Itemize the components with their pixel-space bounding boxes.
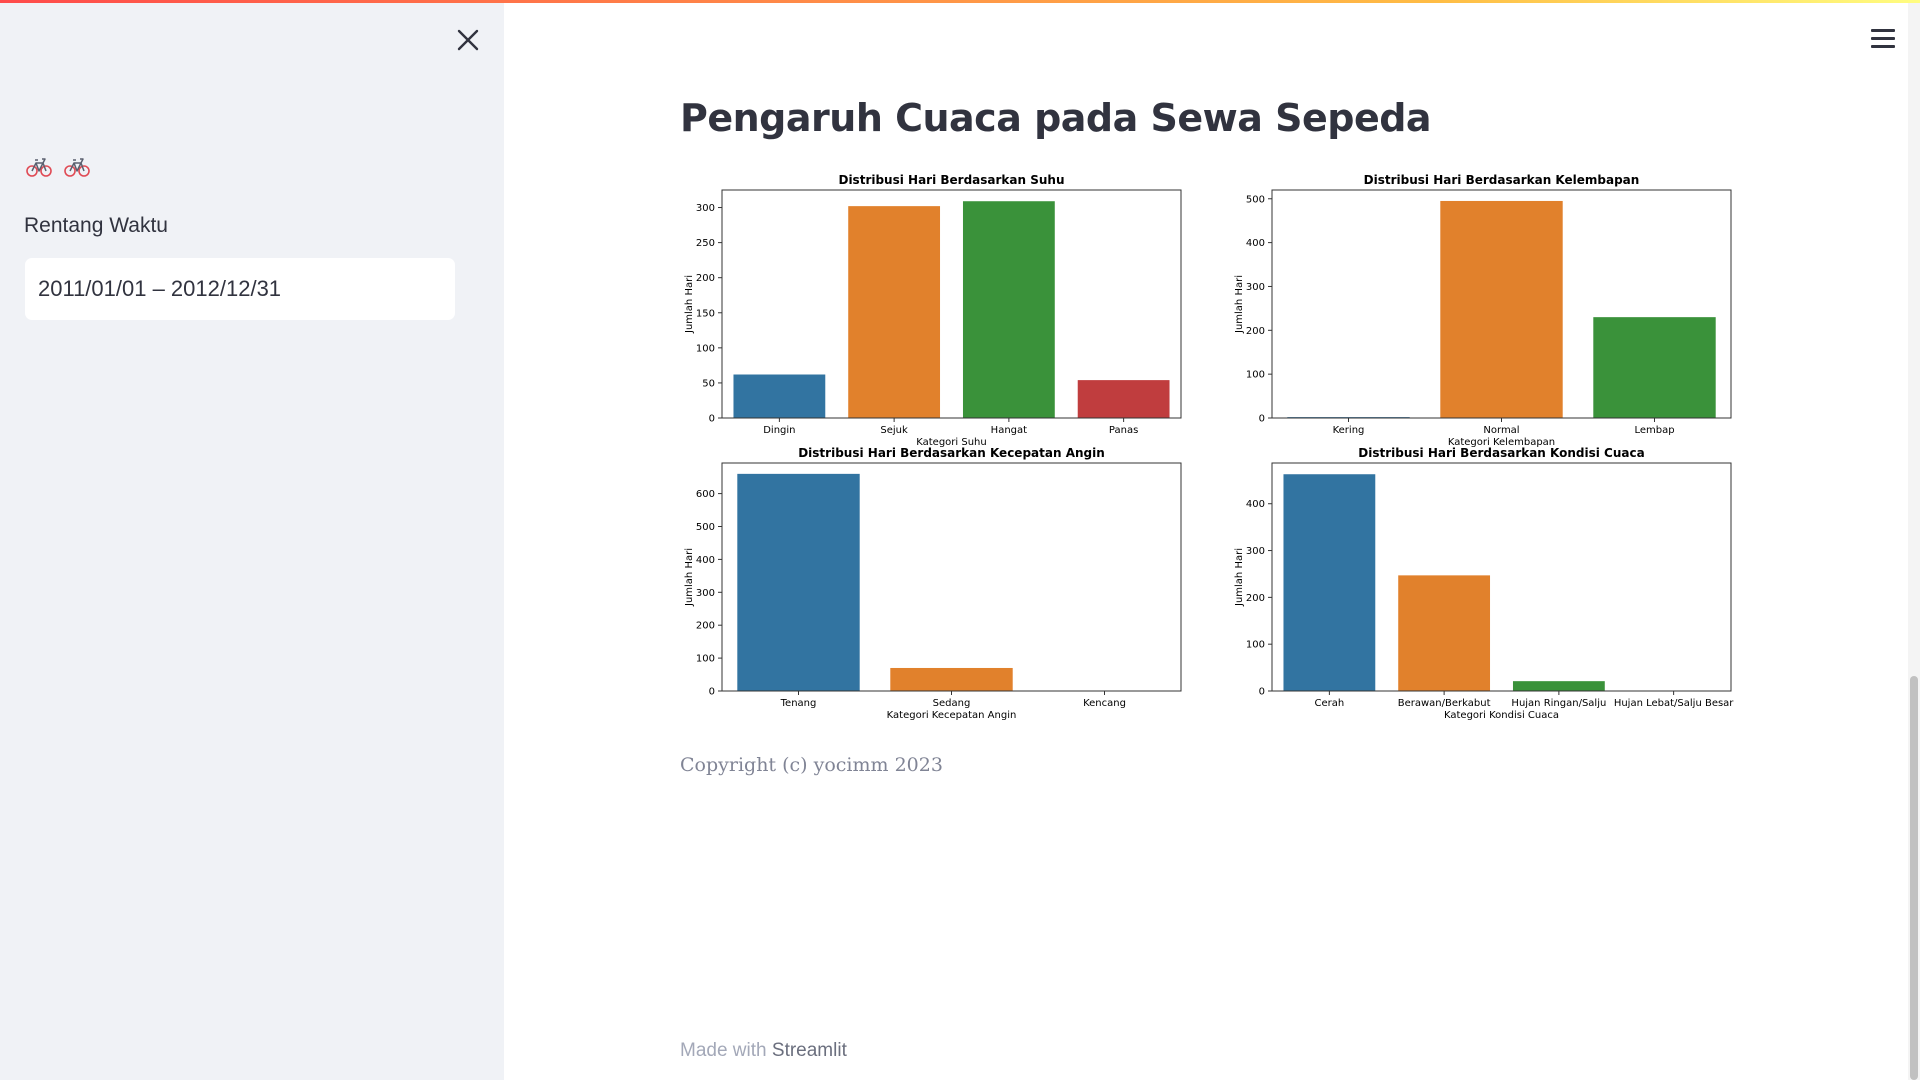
x-tick-label: Cerah bbox=[1315, 698, 1345, 709]
bar-tenang bbox=[737, 473, 860, 691]
y-tick-label: 0 bbox=[709, 687, 715, 698]
y-axis-label: Jumlah Hari bbox=[684, 548, 695, 607]
y-tick-label: 200 bbox=[696, 621, 715, 632]
y-tick-label: 100 bbox=[696, 654, 715, 665]
y-tick-label: 300 bbox=[696, 588, 715, 599]
x-tick-label: Hangat bbox=[991, 425, 1027, 436]
x-axis-label: Kategori Kecepatan Angin bbox=[887, 710, 1017, 721]
chart-frame bbox=[1271, 462, 1732, 692]
bar-hujan-ringan-salju bbox=[1512, 681, 1605, 691]
x-tick-label: Kering bbox=[1333, 425, 1365, 436]
x-tick-label: Lembap bbox=[1634, 425, 1674, 436]
bar-lembap bbox=[1593, 317, 1716, 418]
bicycle-icon bbox=[26, 158, 52, 177]
y-tick-label: 200 bbox=[696, 273, 715, 284]
y-tick-label: 0 bbox=[709, 414, 715, 425]
bar-normal bbox=[1440, 200, 1563, 418]
y-tick-label: 250 bbox=[696, 238, 715, 249]
y-tick-label: 100 bbox=[1246, 640, 1265, 651]
bar-hangat bbox=[962, 201, 1055, 418]
hamburger-icon bbox=[1871, 29, 1895, 32]
x-tick-label: Sedang bbox=[933, 698, 971, 709]
x-axis-label: Kategori Suhu bbox=[916, 437, 986, 448]
y-axis-label: Jumlah Hari bbox=[1234, 548, 1245, 607]
page-title: Pengaruh Cuaca pada Sewa Sepeda bbox=[680, 96, 1432, 140]
bar-sejuk bbox=[848, 206, 941, 418]
footer: Made with Streamlit bbox=[680, 1040, 847, 1062]
y-tick-label: 400 bbox=[696, 555, 715, 566]
sidebar-logo bbox=[26, 156, 90, 182]
y-tick-label: 300 bbox=[1246, 282, 1265, 293]
y-tick-label: 200 bbox=[1246, 326, 1265, 337]
bicycle-icon bbox=[64, 158, 90, 177]
top-decoration-bar bbox=[0, 0, 1920, 3]
copyright-text: Copyright (c) yocimm 2023 bbox=[680, 754, 943, 776]
y-tick-label: 100 bbox=[1246, 370, 1265, 381]
sidebar: Rentang Waktu 2011/01/01 – 2012/12/31 bbox=[0, 0, 504, 1080]
y-tick-label: 500 bbox=[696, 522, 715, 533]
y-tick-label: 200 bbox=[1246, 593, 1265, 604]
y-tick-label: 0 bbox=[1259, 687, 1265, 698]
x-axis-label: Kategori Kondisi Cuaca bbox=[1444, 710, 1559, 721]
y-tick-label: 150 bbox=[696, 308, 715, 319]
x-tick-label: Panas bbox=[1109, 425, 1138, 436]
y-tick-label: 50 bbox=[702, 378, 715, 389]
streamlit-link[interactable]: Streamlit bbox=[771, 1040, 847, 1061]
close-sidebar-button[interactable] bbox=[452, 24, 484, 56]
chart-title: Distribusi Hari Berdasarkan Kondisi Cuac… bbox=[1358, 446, 1644, 460]
y-tick-label: 600 bbox=[696, 489, 715, 500]
x-tick-label: Berawan/Berkabut bbox=[1398, 698, 1491, 709]
date-range-value: 2011/01/01 – 2012/12/31 bbox=[38, 276, 282, 301]
main-menu-button[interactable] bbox=[1868, 24, 1900, 54]
chart-title: Distribusi Hari Berdasarkan Suhu bbox=[838, 173, 1064, 187]
bar-berawan-berkabut bbox=[1398, 575, 1491, 691]
bar-sedang bbox=[890, 667, 1013, 691]
date-range-label: Rentang Waktu bbox=[24, 214, 168, 237]
y-tick-label: 300 bbox=[1246, 546, 1265, 557]
y-tick-label: 100 bbox=[696, 343, 715, 354]
scrollbar-thumb[interactable] bbox=[1910, 676, 1918, 1080]
chart-title: Distribusi Hari Berdasarkan Kecepatan An… bbox=[798, 446, 1105, 460]
x-tick-label: Kencang bbox=[1083, 698, 1126, 709]
y-tick-label: 0 bbox=[1259, 414, 1265, 425]
x-tick-label: Dingin bbox=[763, 425, 795, 436]
y-axis-label: Jumlah Hari bbox=[1234, 275, 1245, 334]
close-icon bbox=[457, 29, 479, 51]
bar-cerah bbox=[1283, 474, 1376, 691]
bar-panas bbox=[1077, 380, 1170, 418]
x-tick-label: Hujan Lebat/Salju Besar bbox=[1614, 698, 1734, 709]
footer-made-with: Made with bbox=[680, 1040, 767, 1061]
chart-frame bbox=[721, 189, 1182, 419]
y-axis-label: Jumlah Hari bbox=[684, 275, 695, 334]
y-tick-label: 400 bbox=[1246, 499, 1265, 510]
x-tick-label: Sejuk bbox=[880, 425, 908, 436]
chart-title: Distribusi Hari Berdasarkan Kelembapan bbox=[1364, 173, 1640, 187]
x-axis-label: Kategori Kelembapan bbox=[1448, 437, 1555, 448]
bar-dingin bbox=[733, 374, 826, 418]
y-tick-label: 300 bbox=[696, 203, 715, 214]
x-tick-label: Hujan Ringan/Salju bbox=[1511, 698, 1606, 709]
y-tick-label: 500 bbox=[1246, 194, 1265, 205]
x-tick-label: Tenang bbox=[780, 698, 817, 709]
date-range-input[interactable]: 2011/01/01 – 2012/12/31 bbox=[24, 257, 456, 321]
x-tick-label: Normal bbox=[1483, 425, 1519, 436]
y-tick-label: 400 bbox=[1246, 238, 1265, 249]
